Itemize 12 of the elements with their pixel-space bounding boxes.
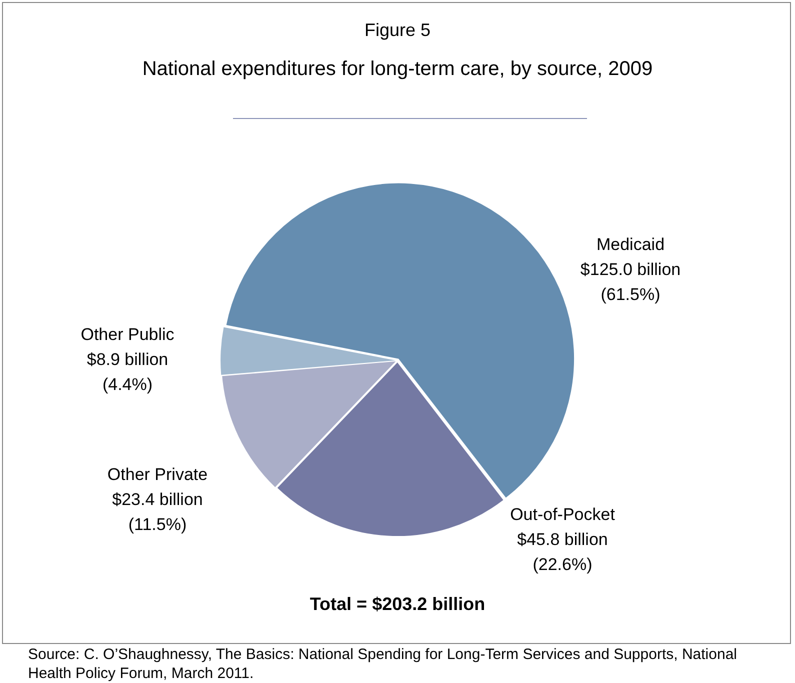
slice-label: Other Public xyxy=(80,325,175,344)
chart-subtitle: National expenditures for long-term care, by source, 2009 xyxy=(141,58,654,81)
data-label: $45.8 billion (22.6%) xyxy=(517,530,608,574)
text: Total = $203.2 billion xyxy=(308,594,486,615)
data-label: $23.4 billion (11.5%) xyxy=(112,490,203,534)
data-label: $125.0 billion (61.5%) xyxy=(580,260,681,304)
data-label: $8.9 billion (4.4%) xyxy=(86,350,168,394)
slice-label: Out-of-Pocket xyxy=(510,505,616,524)
source-note: Source: C. O’Shaughnessy, The Basics: National Spending for Long-Term Services and Supports, National Health Policy Forum, March 2011. xyxy=(28,645,738,683)
slice-label: Other Private xyxy=(107,465,208,484)
slice-label: Medicaid xyxy=(596,235,665,254)
chart-title: Figure 5 xyxy=(363,20,432,41)
